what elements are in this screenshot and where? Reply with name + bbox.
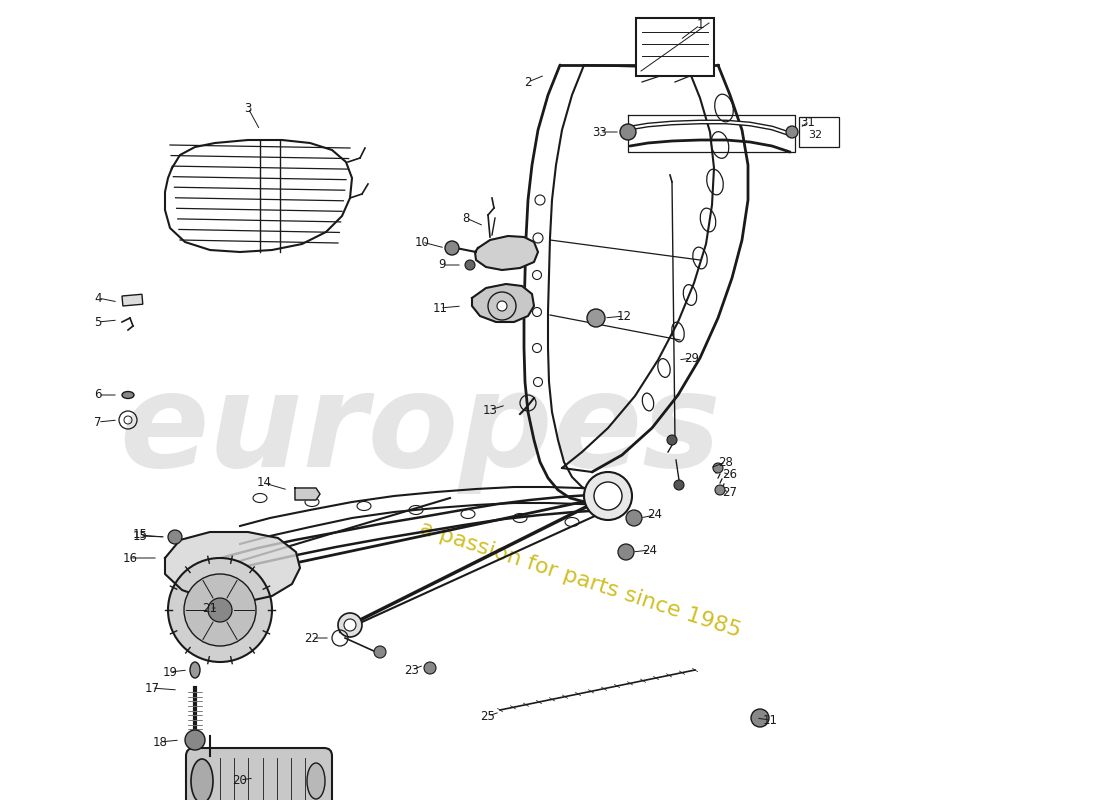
Circle shape [168,530,182,544]
Ellipse shape [307,763,324,799]
Circle shape [185,730,205,750]
Text: 1: 1 [696,18,704,31]
Polygon shape [472,284,534,322]
Text: 20: 20 [232,774,248,786]
Circle shape [715,485,725,495]
Text: 19: 19 [163,666,177,678]
Polygon shape [165,532,300,602]
Text: 28: 28 [718,455,734,469]
Text: a passion for parts since 1985: a passion for parts since 1985 [417,518,744,642]
Text: 5: 5 [95,315,101,329]
Text: 15: 15 [133,530,147,542]
Ellipse shape [190,662,200,678]
Bar [636,18,714,76]
Text: 24: 24 [648,509,662,522]
Text: 33: 33 [593,126,607,138]
Circle shape [497,301,507,311]
Circle shape [786,126,798,138]
Text: 7: 7 [95,415,101,429]
Text: 22: 22 [305,631,319,645]
Ellipse shape [122,391,134,398]
Circle shape [667,435,676,445]
Text: 2: 2 [525,75,531,89]
Text: 6: 6 [95,389,101,402]
Text: 4: 4 [95,291,101,305]
Text: 17: 17 [144,682,159,694]
Bar [122,294,143,306]
Circle shape [618,544,634,560]
Text: 15: 15 [133,529,147,542]
Circle shape [751,709,769,727]
FancyBboxPatch shape [186,748,332,800]
Circle shape [713,463,723,473]
Text: 27: 27 [723,486,737,498]
Polygon shape [295,488,320,500]
Text: 11: 11 [762,714,778,726]
Circle shape [424,662,436,674]
Text: 32: 32 [807,130,822,140]
Circle shape [587,309,605,327]
Text: 14: 14 [256,477,272,490]
Circle shape [594,482,621,510]
Circle shape [674,480,684,490]
Text: 25: 25 [481,710,495,722]
Text: 9: 9 [438,258,446,271]
Circle shape [344,619,356,631]
Circle shape [208,598,232,622]
Text: 16: 16 [122,551,138,565]
Text: europes: europes [119,366,720,494]
Ellipse shape [191,759,213,800]
Text: 29: 29 [684,351,700,365]
Circle shape [184,574,256,646]
Circle shape [168,558,272,662]
Text: 18: 18 [153,735,167,749]
Circle shape [338,613,362,637]
Circle shape [584,472,632,520]
Circle shape [465,260,475,270]
Text: 3: 3 [244,102,252,114]
Text: 24: 24 [642,543,658,557]
Circle shape [374,646,386,658]
Text: 10: 10 [415,235,429,249]
Text: 21: 21 [202,602,218,614]
Circle shape [446,241,459,255]
Text: 13: 13 [483,403,497,417]
Circle shape [620,124,636,140]
Text: 23: 23 [405,663,419,677]
Text: 31: 31 [801,115,815,129]
Text: 8: 8 [462,211,470,225]
Circle shape [626,510,642,526]
Text: 11: 11 [432,302,448,314]
Text: 12: 12 [616,310,631,322]
Text: 26: 26 [723,469,737,482]
Polygon shape [475,236,538,270]
